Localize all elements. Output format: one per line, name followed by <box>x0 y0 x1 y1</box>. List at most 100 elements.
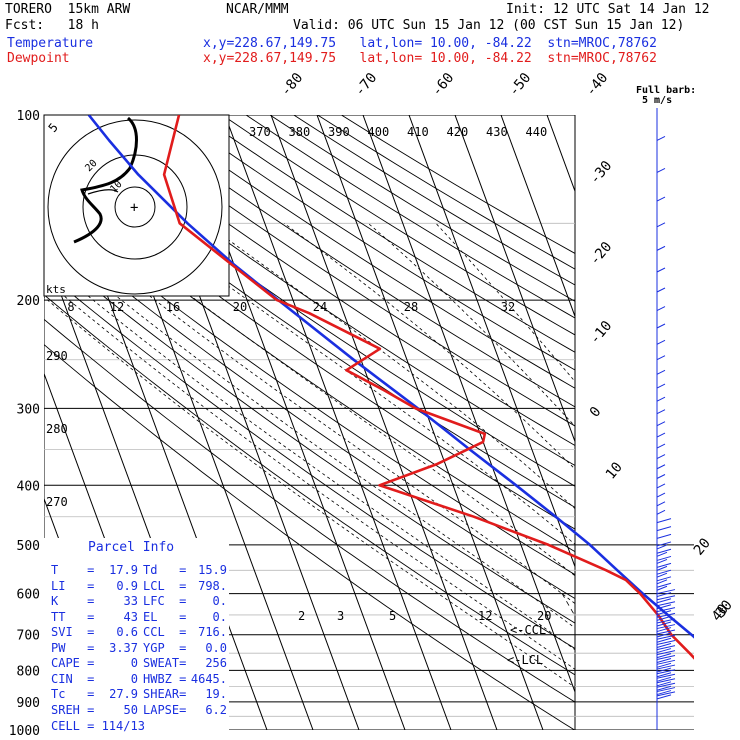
isotherm <box>593 115 740 730</box>
theta-label: 270 <box>46 495 68 509</box>
parcel-value: 27.9 <box>109 687 138 701</box>
mixing-ratio-line <box>561 593 575 617</box>
theta-label: 290 <box>46 349 68 363</box>
isotherm-label-top: -50 <box>506 70 535 100</box>
wind-barb <box>656 627 672 633</box>
moist-adiabat <box>95 222 575 577</box>
dry-adiabat <box>55 115 575 467</box>
wind-barb <box>656 659 676 665</box>
parcel-key: LAPSE= <box>143 702 187 717</box>
pressure-tick-label: 300 <box>17 402 40 417</box>
valid-time: Valid: 06 UTC Sun 15 Jan 12 (00 CST Sun … <box>293 18 685 33</box>
parcel-value: 15.9 <box>198 563 227 577</box>
barb-legend: Full barb: <box>636 85 696 96</box>
wind-barb <box>656 267 666 273</box>
wind-barb <box>656 664 676 670</box>
mixing-ratio-label: 5 <box>389 609 396 623</box>
wind-barb <box>656 576 672 582</box>
dewpoint-legend: Dewpoint <box>7 51 70 66</box>
dry-adiabat <box>245 115 575 319</box>
dry-adiabat <box>44 343 575 730</box>
parcel-key: CIN = <box>51 671 95 686</box>
wind-axis-label: 28 <box>404 300 418 314</box>
pressure-tick-label: 100 <box>17 109 40 124</box>
theta-e-label: 440 <box>526 125 548 139</box>
wind-barb <box>656 624 676 630</box>
theta-e-label: 390 <box>328 125 350 139</box>
pressure-tick-label: 500 <box>17 539 40 554</box>
wind-barb <box>656 592 672 598</box>
wind-barb <box>656 637 672 643</box>
parcel-cell: CELL = 114/13 <box>51 719 145 733</box>
ccl-marker: <-CCL <box>510 623 546 637</box>
wind-barb <box>656 607 676 613</box>
wind-barb <box>656 691 676 697</box>
pressure-tick-label: 800 <box>17 664 40 679</box>
wind-barb <box>656 678 676 684</box>
parcel-value: 17.9 <box>109 563 138 577</box>
wind-barb <box>656 690 672 696</box>
theta-e-label: 380 <box>289 125 311 139</box>
wind-barb <box>656 648 672 654</box>
wind-barb <box>656 598 672 604</box>
wind-axis-label: 32 <box>501 300 515 314</box>
wind-barb <box>656 694 672 700</box>
model-title: TORERO 15km ARW <box>5 2 131 17</box>
dry-adiabat <box>44 247 575 624</box>
wind-barb <box>656 655 676 660</box>
theta-e-label: 370 <box>249 125 271 139</box>
wind-barb <box>656 555 672 561</box>
parcel-info-panel: Parcel Info T = 17.9 Td = 15.9 LI = 0.9 LCL = 7… <box>44 538 229 733</box>
init-time: Init: 12 UTC Sat 14 Jan 12 <box>506 2 710 17</box>
temperature-line <box>87 115 694 639</box>
hodograph-center: + <box>130 200 138 216</box>
isotherm <box>546 115 575 193</box>
wind-barb <box>656 323 666 329</box>
moist-adiabat <box>283 222 575 470</box>
isotherm-label-right: 10 <box>603 459 626 482</box>
isotherm <box>500 115 575 318</box>
wind-barb <box>656 562 672 568</box>
dry-adiabat <box>44 318 575 703</box>
pressure-tick-label: 600 <box>17 588 40 603</box>
dry-adiabat <box>269 115 575 302</box>
wind-barb <box>656 518 672 524</box>
parcel-value: 0.0 <box>205 640 227 655</box>
parcel-value: 0. <box>212 609 227 624</box>
wind-barb <box>656 642 672 648</box>
wind-barb <box>656 572 668 578</box>
dry-adiabat <box>44 225 575 600</box>
parcel-key: LI = <box>51 578 95 593</box>
theta-e-label: 410 <box>407 125 429 139</box>
parcel-value: 6.2 <box>205 702 227 717</box>
moist-adiabat <box>44 296 575 688</box>
wind-axis-label: 8 <box>67 300 74 314</box>
wind-barb <box>656 526 672 532</box>
parcel-key: CCL = <box>143 625 187 639</box>
wind-barb <box>656 579 668 585</box>
wind-barb <box>656 443 666 449</box>
wind-barb <box>656 474 666 479</box>
wind-barb <box>656 589 676 595</box>
mixing-ratio-label: 2 <box>298 609 305 623</box>
wind-barb <box>656 653 672 659</box>
wind-barb <box>656 369 666 375</box>
dry-adiabat <box>44 270 575 650</box>
temperature-station-info: x,y=228.67,149.75 lat,lon= 10.00, -84.22… <box>203 36 657 51</box>
wind-barb <box>656 582 672 588</box>
wind-barb <box>656 621 672 627</box>
wind-barb <box>656 483 666 489</box>
wind-barb <box>656 682 676 688</box>
dry-adiabat <box>44 162 575 530</box>
wind-barb <box>656 396 666 402</box>
parcel-key: TT = <box>51 609 95 624</box>
dry-adiabat <box>103 115 575 427</box>
wind-barb <box>656 409 666 415</box>
wind-axis-label: 16 <box>166 300 180 314</box>
moist-adiabat <box>57 222 575 605</box>
wind-barb <box>656 306 666 312</box>
isotherm-label-right: 20 <box>691 535 714 558</box>
wind-barb <box>656 548 672 554</box>
wind-barb <box>656 585 668 591</box>
wind-barb <box>656 339 666 345</box>
